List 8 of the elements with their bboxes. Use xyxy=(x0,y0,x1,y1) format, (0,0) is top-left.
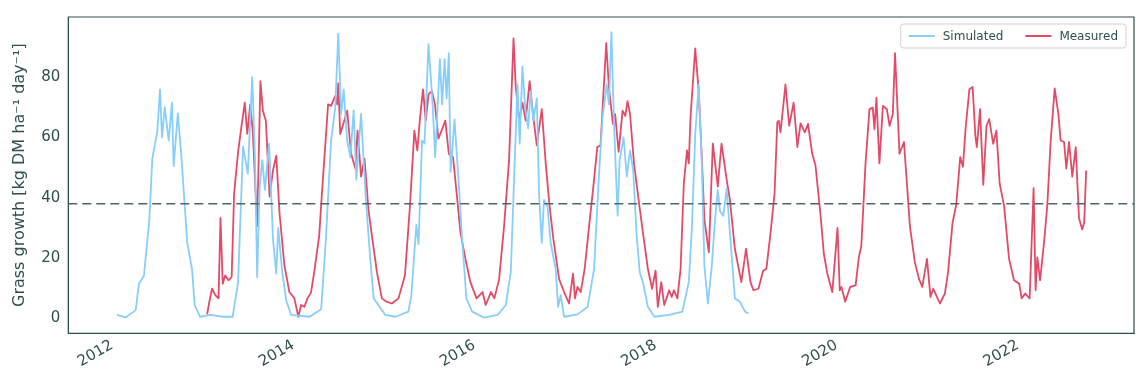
y-tick-label: 80 xyxy=(41,67,61,86)
y-tick-label: 40 xyxy=(41,187,61,206)
y-tick-label: 60 xyxy=(41,127,61,146)
y-tick-label: 0 xyxy=(50,308,61,327)
y-axis-title: Grass growth [kg DM ha⁻¹ day⁻¹] xyxy=(8,43,28,308)
legend-label: Measured xyxy=(1059,29,1119,44)
y-tick-label: 20 xyxy=(41,247,61,266)
legend-label: Simulated xyxy=(942,29,1004,44)
